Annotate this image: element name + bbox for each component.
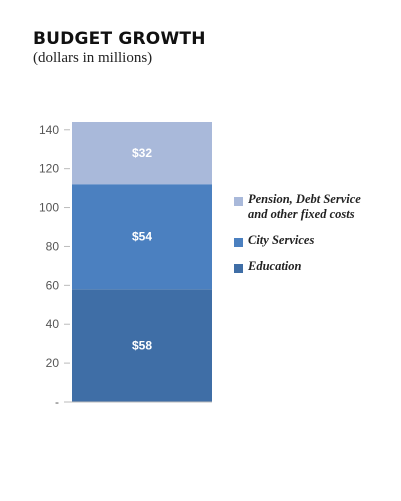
y-tick-label: 120	[39, 162, 59, 176]
legend-item-education: Education	[234, 259, 394, 274]
legend-swatch-pension	[234, 197, 243, 206]
legend-label-pension-line2: and other fixed costs	[248, 207, 355, 221]
bar-value-label: $58	[132, 339, 152, 353]
legend-label-city-services: City Services	[248, 233, 315, 247]
y-tick-label: 40	[46, 317, 60, 331]
y-tick-label: 140	[39, 123, 59, 137]
legend-item-pension: Pension, Debt Service and other fixed co…	[234, 192, 394, 222]
y-tick-label: -	[55, 395, 59, 409]
bar-segment-education	[72, 289, 212, 402]
bar-segment-pension-debt-service-and-other-fixed-costs	[72, 122, 212, 185]
y-tick-label: 20	[46, 356, 60, 370]
legend: Pension, Debt Service and other fixed co…	[234, 192, 394, 285]
bar-value-label: $32	[132, 146, 152, 160]
legend-swatch-education	[234, 264, 243, 273]
y-tick-label: 80	[46, 239, 60, 253]
legend-item-city-services: City Services	[234, 233, 394, 248]
chart-title: BUDGET GROWTH	[33, 29, 206, 49]
bar-value-label: $54	[132, 230, 152, 244]
bar-segment-city-services	[72, 184, 212, 290]
chart-subtitle: (dollars in millions)	[33, 50, 153, 66]
legend-swatch-city-services	[234, 238, 243, 247]
y-tick-label: 100	[39, 201, 59, 215]
legend-label-education: Education	[248, 259, 302, 273]
legend-label-pension-line1: Pension, Debt Service	[248, 192, 361, 206]
y-tick-label: 60	[46, 278, 60, 292]
